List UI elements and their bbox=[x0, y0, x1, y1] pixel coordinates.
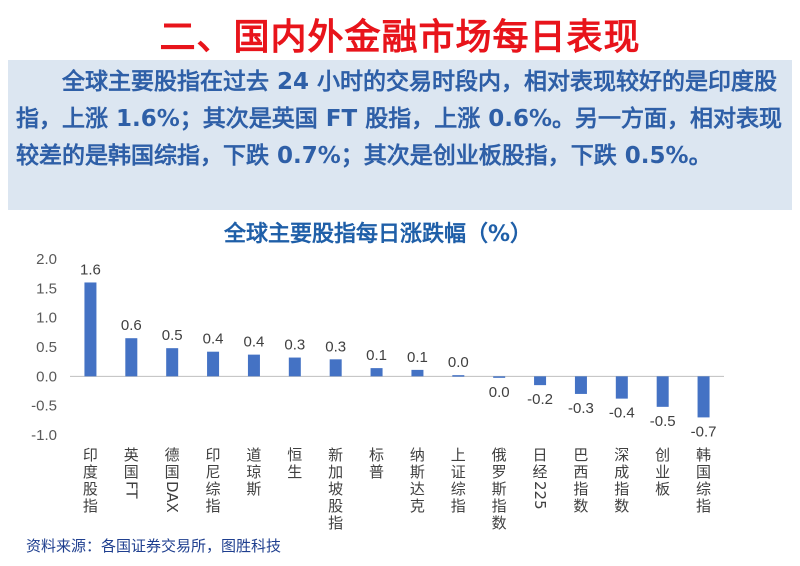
bar bbox=[247, 354, 260, 377]
data-label: 0.4 bbox=[203, 331, 224, 348]
x-category-label: 上证综指 bbox=[451, 446, 466, 515]
bar bbox=[697, 376, 710, 418]
bar bbox=[615, 376, 628, 399]
bar bbox=[288, 357, 301, 377]
data-label: -0.7 bbox=[691, 423, 717, 440]
x-category-label-latin: DAX bbox=[163, 481, 181, 513]
bar bbox=[493, 376, 506, 378]
x-category-label-latin: FT bbox=[122, 481, 140, 499]
data-label: -0.3 bbox=[568, 400, 594, 417]
y-tick-label: -1.0 bbox=[31, 427, 57, 444]
summary-text: 全球主要股指在过去 24 小时的交易时段内，相对表现较好的是印度股指，上涨 1.… bbox=[16, 69, 783, 169]
bar bbox=[207, 351, 220, 377]
bar bbox=[84, 282, 97, 377]
bar bbox=[125, 338, 138, 377]
data-label: 0.4 bbox=[244, 334, 265, 351]
data-label: -0.4 bbox=[609, 405, 635, 422]
source-note: 资料来源：各国证券交易所，图胜科技 bbox=[26, 537, 282, 555]
x-category-label: 道琼斯 bbox=[246, 446, 261, 498]
data-label: 0.3 bbox=[325, 338, 346, 355]
y-tick-label: 0.5 bbox=[36, 339, 57, 356]
y-tick-label: 1.5 bbox=[36, 280, 57, 297]
bar bbox=[370, 368, 383, 377]
summary-box: 全球主要股指在过去 24 小时的交易时段内，相对表现较好的是印度股指，上涨 1.… bbox=[8, 60, 792, 210]
bar bbox=[411, 369, 424, 377]
x-category-label: 日经 bbox=[533, 446, 548, 481]
x-category-label: 恒生 bbox=[287, 446, 302, 481]
bar bbox=[656, 376, 669, 407]
bar bbox=[574, 376, 587, 394]
y-tick-label: 1.0 bbox=[36, 310, 57, 327]
data-label: 0.1 bbox=[407, 349, 428, 366]
y-axis: 2.0 1.5 1.0 0.5 0.0 -0.5 -1.0 bbox=[31, 251, 57, 444]
y-tick-label: 0.0 bbox=[36, 368, 57, 385]
x-category-label-latin: 225 bbox=[531, 481, 549, 510]
bar bbox=[166, 348, 179, 377]
data-label: 0.5 bbox=[162, 327, 183, 344]
x-category-label: 新加坡股指 bbox=[328, 446, 343, 532]
x-category-label: 德国 bbox=[165, 446, 180, 481]
bars-group bbox=[84, 282, 710, 418]
data-label: 0.3 bbox=[284, 337, 305, 354]
page-title: 二、国内外金融市场每日表现 bbox=[159, 17, 641, 58]
chart-title: 全球主要股指每日涨跌幅（%） bbox=[223, 221, 532, 247]
bar bbox=[329, 359, 342, 377]
data-label: -0.5 bbox=[650, 413, 676, 430]
data-label: -0.2 bbox=[527, 391, 553, 408]
data-label: 0.1 bbox=[366, 347, 387, 364]
data-labels-group: 1.6 0.6 0.5 0.4 0.4 0.3 0.3 0.1 0.1 0.0 0.0 -0.2 -0.… bbox=[80, 261, 716, 440]
data-label: 0.0 bbox=[489, 384, 510, 401]
data-label: 0.6 bbox=[121, 317, 142, 334]
y-tick-label: -0.5 bbox=[31, 398, 57, 415]
x-category-label: 巴西指数 bbox=[573, 446, 588, 515]
x-category-label: 韩国综指 bbox=[696, 446, 711, 515]
bar bbox=[452, 375, 465, 377]
x-category-label: 创业板 bbox=[655, 446, 670, 498]
bar bbox=[534, 376, 547, 386]
x-category-label: 印尼综指 bbox=[206, 446, 221, 515]
x-category-label: 深成指数 bbox=[614, 446, 629, 515]
x-category-label: 印度股指 bbox=[83, 446, 98, 515]
x-category-label: 标普 bbox=[369, 446, 384, 481]
data-label: 0.0 bbox=[448, 354, 469, 371]
x-category-label: 俄罗斯指数 bbox=[492, 446, 507, 532]
x-category-label: 纳斯达克 bbox=[410, 446, 425, 515]
data-label: 1.6 bbox=[80, 261, 101, 278]
x-category-label: 英国 bbox=[124, 446, 139, 481]
y-tick-label: 2.0 bbox=[36, 251, 57, 268]
